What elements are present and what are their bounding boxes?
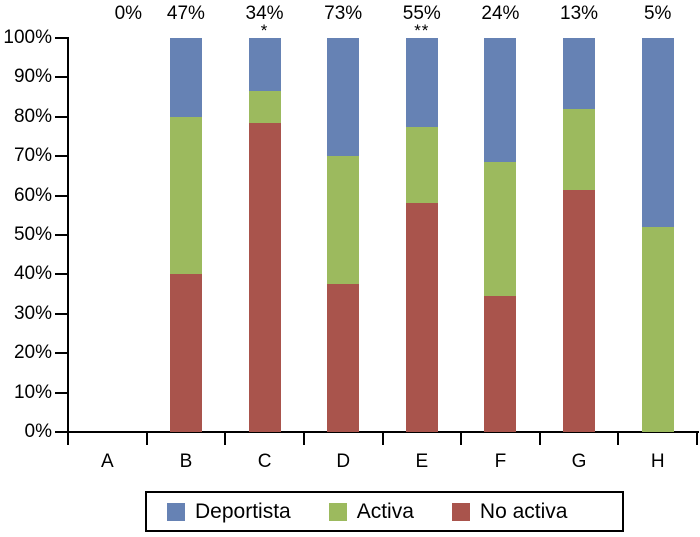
bar-top-percentage-label: 0% [114, 3, 143, 24]
x-axis-tick [67, 432, 69, 445]
legend-swatch-deportista [167, 502, 185, 521]
x-axis-tick [460, 432, 463, 445]
x-axis-category-label: H [650, 451, 665, 472]
y-axis-tick-label: 30% [13, 302, 52, 324]
y-axis-tick [55, 155, 68, 158]
y-axis-tick [55, 391, 68, 394]
bar-segment-deportista [405, 38, 438, 127]
legend-item-no-activa: No activa [451, 499, 568, 523]
y-axis-tick-label: 10% [13, 381, 52, 403]
legend-swatch-activa [328, 502, 347, 521]
legend-label-activa: Activa [356, 499, 414, 523]
bar-segment-activa [484, 162, 517, 297]
legend-label-deportista: Deportista [195, 499, 291, 523]
bar-top-percentage-label: 73% [324, 3, 363, 24]
y-axis-tick-label: 80% [13, 105, 52, 127]
y-axis-tick [55, 431, 68, 433]
bar-segment-no-activa [169, 274, 202, 432]
y-axis-tick-label: 20% [13, 342, 52, 364]
bar-segment-no-activa [484, 296, 517, 432]
y-axis-tick-label: 100% [3, 27, 52, 48]
x-axis-tick [538, 432, 541, 445]
y-axis-tick-label: 0% [24, 421, 52, 442]
legend-item-deportista: Deportista [167, 499, 291, 523]
bar-top-percentage-label: 55% [402, 3, 441, 24]
x-axis-category-label: G [571, 451, 587, 472]
y-axis-tick [55, 312, 68, 315]
y-axis-line [67, 37, 69, 434]
bar-segment-activa [563, 108, 596, 190]
bar-segment-activa [327, 156, 360, 285]
legend: Deportista Activa No activa [145, 491, 624, 532]
y-axis-tick [55, 352, 68, 355]
bar-top-percentage-label: 13% [560, 3, 599, 24]
y-axis-tick [55, 194, 68, 197]
bar-segment-deportista [563, 38, 596, 109]
bar-segment-deportista [169, 38, 202, 117]
bar-top-percentage-label: 47% [166, 3, 205, 24]
bar-top-percentage-label: 5% [643, 3, 672, 24]
y-axis-tick [55, 273, 68, 276]
y-axis-tick-label: 40% [13, 263, 52, 285]
bar-segment-no-activa [563, 189, 596, 432]
legend-swatch-no-activa [451, 502, 470, 521]
bar-top-percentage-label: 34% [245, 3, 284, 24]
y-axis-tick-label: 60% [13, 184, 52, 206]
x-axis-category-label: B [179, 451, 193, 472]
y-axis-tick [55, 37, 68, 39]
y-axis-tick [55, 234, 68, 236]
significance-asterisk: * [260, 21, 269, 40]
bar-segment-activa [169, 116, 202, 275]
bar-segment-no-activa [248, 122, 281, 432]
y-axis-tick-label: 70% [13, 145, 52, 167]
bar-segment-activa [641, 227, 674, 432]
bar-segment-deportista [641, 38, 674, 228]
bar-segment-no-activa [405, 203, 438, 432]
x-axis-category-label: D [336, 451, 351, 472]
x-axis-category-label: F [494, 451, 507, 472]
x-axis-tick [224, 432, 227, 445]
x-axis-tick [145, 432, 148, 445]
significance-asterisk: ** [414, 21, 430, 40]
bar-segment-activa [248, 91, 281, 123]
x-axis-tick [696, 432, 698, 445]
legend-label-no-activa: No activa [479, 499, 568, 523]
y-axis-tick-label: 50% [13, 224, 52, 245]
y-axis-tick-label: 90% [13, 66, 52, 88]
x-axis-tick [617, 432, 620, 445]
x-axis-tick [381, 432, 384, 445]
bar-segment-no-activa [327, 284, 360, 432]
x-axis-category-label: C [257, 451, 272, 472]
y-axis-tick [55, 76, 68, 79]
legend-item-activa: Activa [328, 499, 414, 523]
bar-segment-deportista [248, 38, 281, 92]
y-axis-tick [55, 115, 68, 118]
bar-top-percentage-label: 24% [481, 3, 520, 24]
x-axis-category-label: E [415, 451, 429, 472]
x-axis-category-label: A [100, 451, 114, 472]
bar-segment-activa [405, 126, 438, 204]
bar-segment-deportista [327, 38, 360, 157]
x-axis-tick [302, 432, 305, 445]
bar-segment-deportista [484, 38, 517, 163]
